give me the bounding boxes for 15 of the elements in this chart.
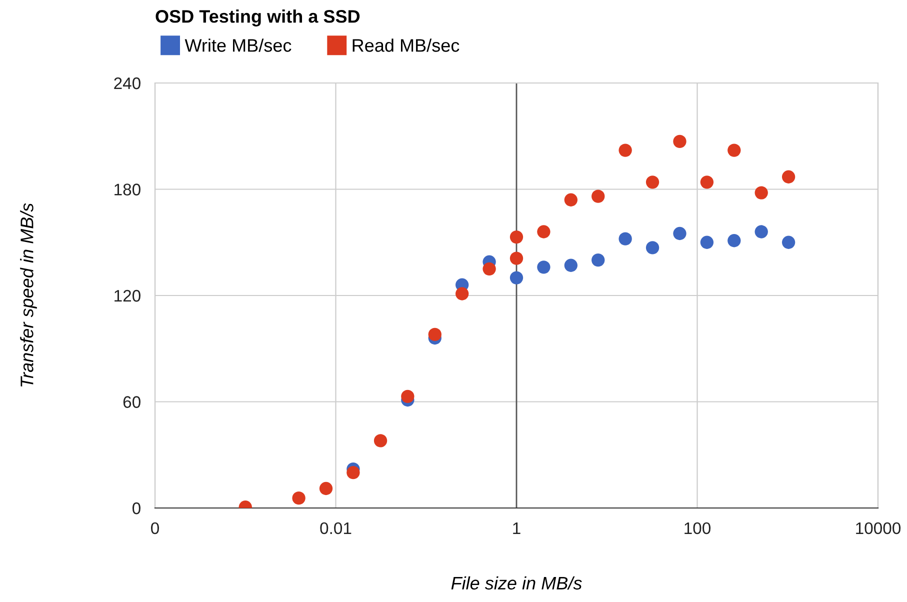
x-tick-label: 0 xyxy=(151,522,159,534)
x-tick-label: 0.01 xyxy=(320,522,352,534)
y-tick-label: 120 xyxy=(114,290,140,302)
x-tick-label: 100 xyxy=(684,522,711,534)
chart-title: OSD Testing with a SSD xyxy=(156,10,360,26)
y-axis-title: Transfer speed in MB/s xyxy=(20,203,37,387)
legend-label: Read MB/sec xyxy=(352,38,460,52)
y-tick-label: 180 xyxy=(114,184,140,196)
x-tick-label: 1 xyxy=(513,522,520,534)
y-tick-label: 0 xyxy=(132,502,140,514)
legend-label: Write MB/sec xyxy=(184,38,292,52)
y-tick-label: 60 xyxy=(123,396,140,408)
y-tick-label: 240 xyxy=(114,77,140,90)
x-tick-label: 10000 xyxy=(856,522,901,534)
x-axis-title: File size in MB/s xyxy=(451,576,582,590)
